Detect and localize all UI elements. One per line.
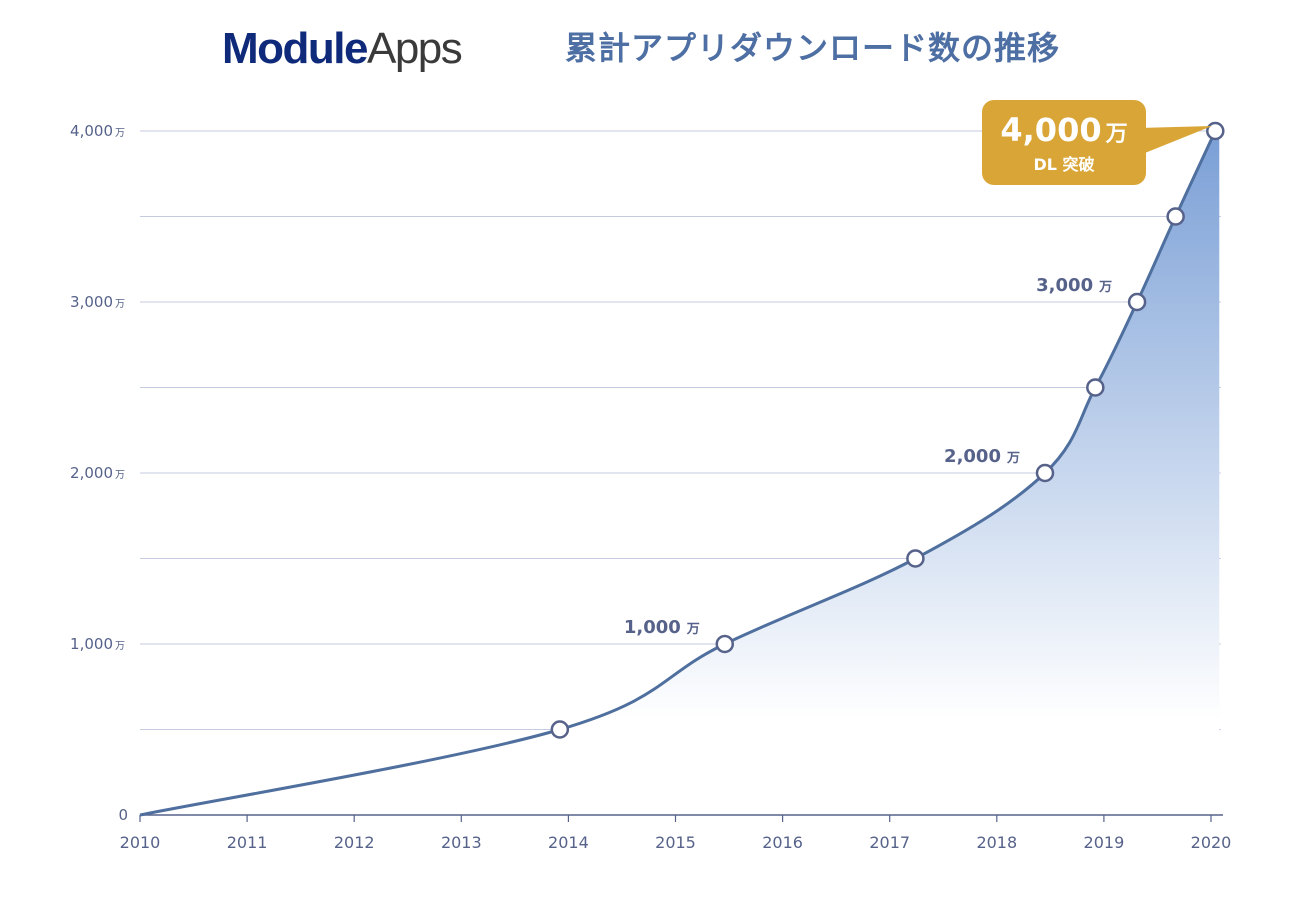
y-tick-label: 1,000: [70, 635, 113, 653]
x-tick-label: 2012: [334, 833, 375, 852]
milestone-callout: 4,000 万 DL 突破: [982, 100, 1146, 185]
data-point-marker: [1035, 463, 1055, 483]
y-tick-unit: 万: [115, 641, 125, 652]
y-tick-label: 0: [118, 806, 128, 824]
annotation-label: 3,000: [1036, 275, 1093, 296]
logo-light: Apps: [366, 24, 463, 73]
y-tick-label: 2,000: [70, 464, 113, 482]
callout-value: 4,000 万: [982, 110, 1146, 155]
x-tick-label: 2016: [762, 833, 803, 852]
x-tick-label: 2013: [441, 833, 482, 852]
data-point-marker: [1166, 207, 1185, 226]
x-tick-label: 2018: [976, 833, 1017, 852]
annotation-label: 2,000: [944, 446, 1001, 467]
data-point-marker: [1086, 378, 1105, 397]
x-tick-label: 2015: [655, 833, 696, 852]
data-point-marker: [906, 549, 925, 568]
logo: ModuleApps: [222, 24, 463, 74]
x-tick-label: 2010: [120, 833, 161, 852]
callout-number: 4,000: [1000, 111, 1102, 149]
callout-pointer: [1140, 126, 1212, 155]
data-point-marker: [1206, 121, 1225, 141]
x-tick-label: 2017: [869, 833, 910, 852]
callout-subtitle: DL 突破: [1033, 155, 1095, 174]
logo-bold: Module: [222, 24, 368, 73]
x-tick-label: 2014: [548, 833, 589, 852]
y-tick-unit: 万: [115, 299, 125, 310]
annotation-unit: 万: [686, 622, 700, 637]
data-point-marker: [550, 720, 570, 739]
area-fill: [140, 131, 1220, 815]
header: ModuleApps 累計アプリダウンロード数の推移: [0, 18, 1300, 78]
x-tick-label: 2011: [227, 833, 268, 852]
annotation-unit: 万: [1006, 451, 1020, 466]
y-tick-unit: 万: [115, 128, 125, 139]
y-tick-unit: 万: [115, 470, 125, 481]
callout-unit: 万: [1105, 122, 1128, 147]
data-line: [139, 130, 1217, 817]
annotations: 1,000 万 2,000 万 3,000 万: [624, 275, 1112, 638]
x-tick-label: 2019: [1084, 833, 1125, 852]
data-point-marker: [715, 634, 735, 654]
data-markers: [550, 121, 1225, 739]
x-tick-label: 2020: [1191, 833, 1232, 852]
y-tick-label: 3,000: [70, 293, 113, 311]
annotation-unit: 万: [1098, 280, 1112, 295]
y-tick-label: 4,000: [70, 122, 113, 140]
chart-title: 累計アプリダウンロード数の推移: [565, 29, 1061, 67]
data-point-marker: [1127, 292, 1147, 312]
annotation-label: 1,000: [624, 617, 681, 638]
